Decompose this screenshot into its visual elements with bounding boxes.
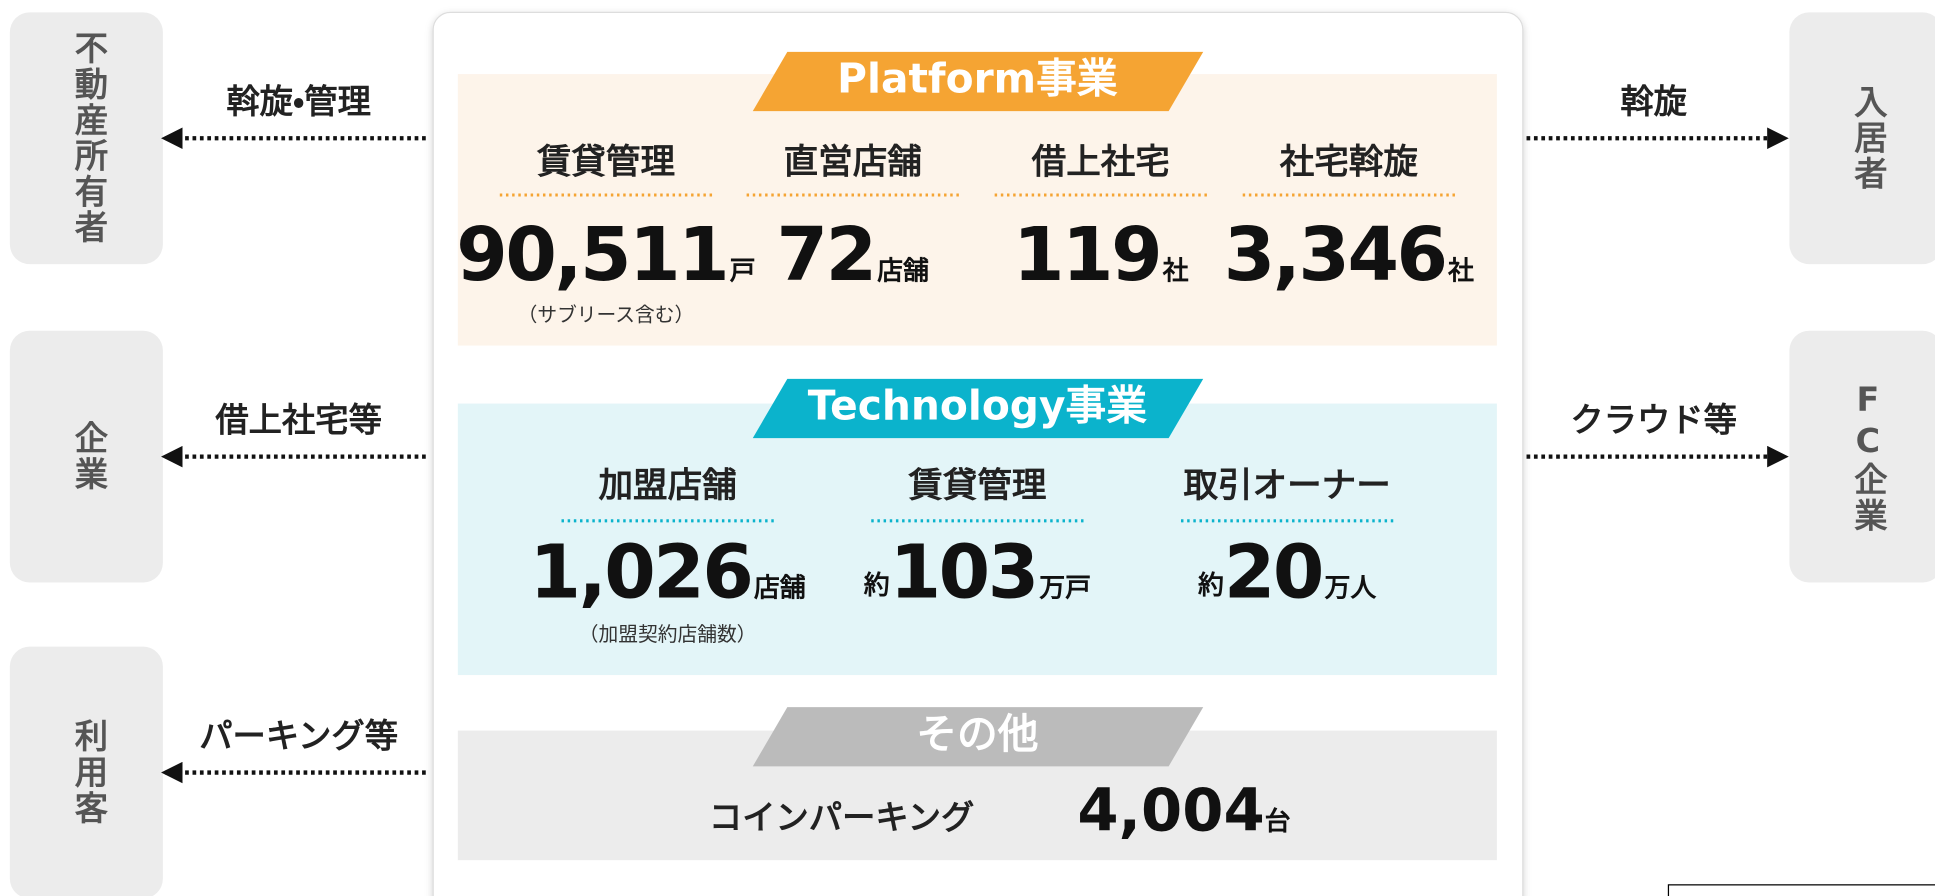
number: 72 — [777, 212, 875, 298]
item-value: 3,346 社 — [1224, 212, 1474, 298]
number: 20 — [1224, 529, 1322, 615]
entity-label: 不動産所有者 — [69, 31, 109, 246]
item-label: 賃貸管理 — [536, 143, 675, 183]
entity-label: FC企業 — [1848, 379, 1887, 533]
entity-label: 利用客 — [69, 719, 108, 826]
entity-box — [9, 330, 163, 583]
item-label: 加盟店舗 — [599, 466, 737, 506]
item-value: 119 社 — [1013, 212, 1189, 298]
section-title: Platform事業 — [837, 54, 1118, 102]
unit: 店舗 — [754, 573, 806, 603]
entity-label: 入居者 — [1848, 85, 1887, 192]
item-value: 4,004台 — [1077, 776, 1290, 845]
relation-label: クラウド等 — [1570, 401, 1736, 440]
entity-box — [9, 12, 163, 265]
relation-label: 斡旋 — [1620, 82, 1687, 121]
number: 119 — [1013, 212, 1160, 298]
item-value: 1,026 店舗 — [530, 529, 806, 615]
section-header — [752, 707, 1204, 767]
section-header — [752, 51, 1204, 112]
unit: 万戸 — [1039, 573, 1091, 603]
item-value: 90,511 戸 — [456, 212, 755, 298]
item-label: 直営店舗 — [784, 143, 922, 183]
prefix: 約 — [1197, 570, 1224, 601]
prefix: 約 — [863, 570, 890, 601]
item-value: 約103 万戸 — [863, 529, 1091, 615]
item-label: 借上社宅 — [1031, 143, 1170, 183]
relation-label: パーキング等 — [199, 717, 398, 756]
relation-label: 借上社宅等 — [214, 401, 381, 440]
section-title: Technology事業 — [808, 382, 1147, 430]
unit: 社 — [1162, 256, 1189, 286]
entity-box — [9, 646, 163, 896]
unit: 戸 — [730, 256, 756, 286]
entity-label: 企業 — [69, 421, 108, 493]
section-header — [752, 378, 1204, 439]
unit: 台 — [1265, 805, 1291, 836]
section-panel — [457, 74, 1497, 346]
item-label: 取引オーナー — [1183, 466, 1390, 506]
item-label: コインパーキング — [709, 798, 974, 837]
relation-label: 斡旋・管理 — [226, 82, 371, 121]
number: 3,346 — [1224, 212, 1446, 298]
item-note: （サブリース含む） — [518, 303, 695, 326]
item-label: 社宅斡旋 — [1279, 143, 1419, 183]
item-note: （加盟契約店舗数） — [579, 623, 757, 646]
corner-box — [1667, 884, 1935, 896]
number: 1,026 — [530, 529, 752, 615]
entity-box — [1789, 12, 1935, 265]
unit: 店舗 — [877, 256, 929, 286]
unit: 社 — [1447, 256, 1474, 286]
number: 90,511 — [456, 212, 727, 298]
section-title: その他 — [916, 710, 1038, 758]
entity-box — [1789, 330, 1935, 583]
section-panel — [457, 403, 1497, 676]
item-label: 賃貸管理 — [907, 466, 1046, 506]
number: 103 — [890, 529, 1037, 615]
unit: 万人 — [1324, 573, 1377, 603]
item-value: 72 店舗 — [777, 212, 929, 298]
number: 4,004 — [1077, 776, 1264, 845]
item-value: 約20 万人 — [1197, 529, 1377, 615]
